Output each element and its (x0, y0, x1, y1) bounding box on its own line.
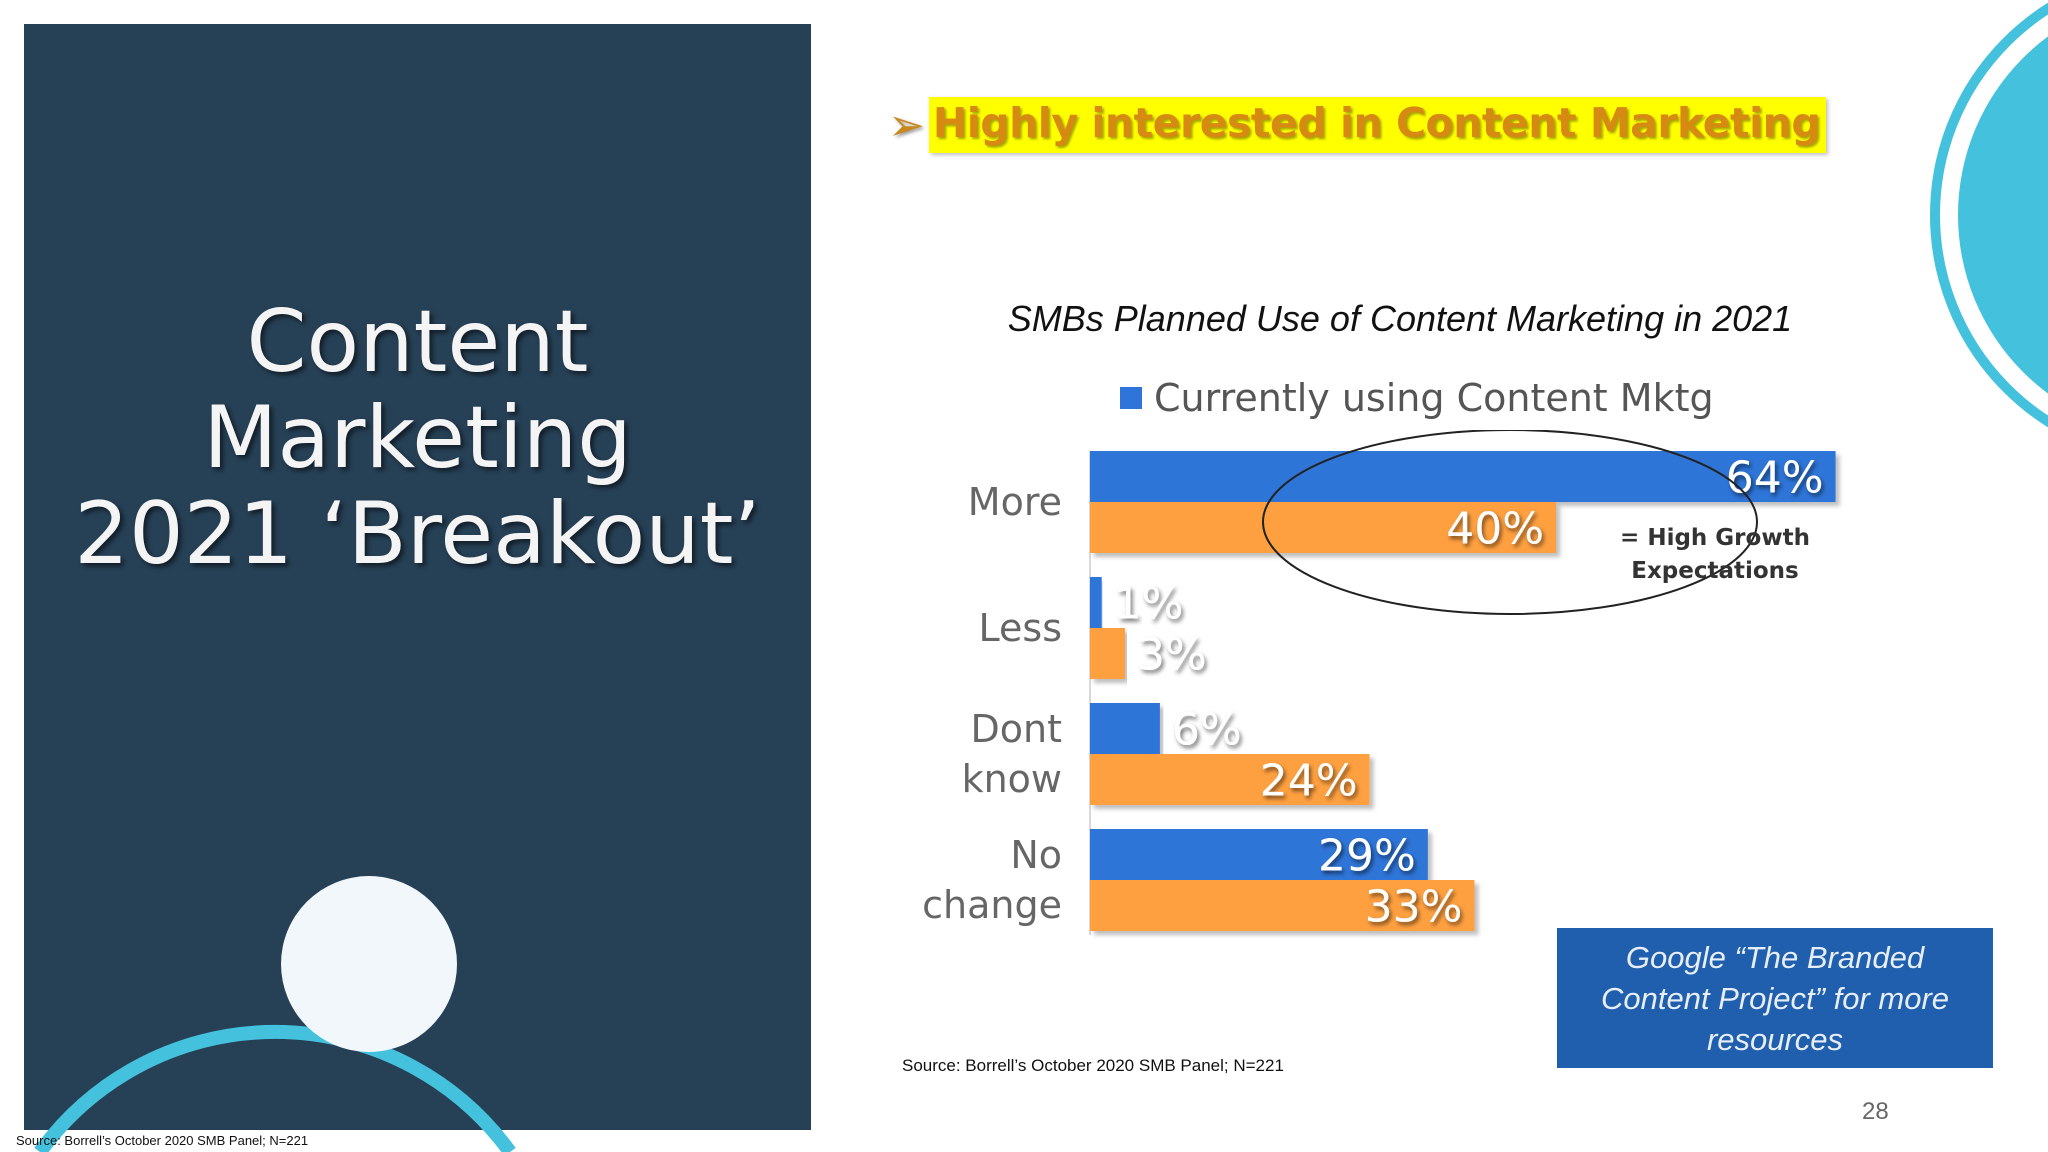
data-label: 33% (1365, 882, 1463, 933)
data-label: 3% (1137, 630, 1207, 681)
slide-title-line: 2021 ‘Breakout’ (74, 484, 761, 584)
bar (1090, 754, 1370, 805)
data-label: 29% (1318, 831, 1416, 882)
headline-text: Highly interested in Content Marketing (928, 97, 1827, 153)
bar (1090, 577, 1102, 628)
slide-title: Content Marketing 2021 ‘Breakout’ (24, 294, 811, 582)
chart-title: SMBs Planned Use of Content Marketing in… (1007, 298, 1793, 339)
callout-line: Google “The Branded (1625, 939, 1925, 975)
decorative-circle (281, 876, 457, 1052)
bar-chart: More 64% 40% Less 1%3% Dont know 6% 24% No change 2… (922, 430, 1836, 935)
slide-title-line: Marketing (203, 388, 632, 488)
category-label: No change (922, 833, 1062, 927)
chart-legend: Currently using Content Mktg (1120, 376, 1714, 420)
annotation-text: = High Growth Expectations (1620, 525, 1810, 584)
data-label: 64% (1726, 453, 1824, 504)
callout-line: Content Project” for more (1600, 980, 1950, 1016)
bar (1090, 703, 1160, 754)
category-label: Less (979, 606, 1062, 650)
annotation-ellipse (1262, 430, 1758, 615)
bar (1090, 502, 1556, 553)
legend-swatch (1120, 387, 1142, 409)
headline-banner: ➢ Highly interested in Content Marketing (888, 93, 1827, 157)
resource-callout-box[interactable]: Google “The Branded Content Project” for… (1557, 928, 1993, 1068)
legend-label: Currently using Content Mktg (1154, 376, 1714, 420)
data-label: 1% (1114, 579, 1184, 630)
category-label: More (968, 480, 1062, 524)
bar (1090, 880, 1475, 931)
slide-title-line: Content (246, 292, 589, 392)
page-number: 28 (1862, 1098, 1889, 1125)
callout-line: resources (1706, 1021, 1844, 1057)
chart-source-note: Source: Borrell’s October 2020 SMB Panel… (902, 1056, 1284, 1075)
data-label: 24% (1260, 756, 1358, 807)
data-label: 40% (1446, 504, 1544, 555)
bar (1090, 628, 1125, 679)
bar (1090, 451, 1836, 502)
data-label: 6% (1172, 705, 1242, 756)
category-label: Dont know (962, 707, 1062, 801)
bar (1090, 829, 1428, 880)
slide-source-note: Source: Borrell’s October 2020 SMB Panel… (16, 1133, 309, 1148)
arrow-bullet-icon: ➢ (888, 100, 925, 150)
